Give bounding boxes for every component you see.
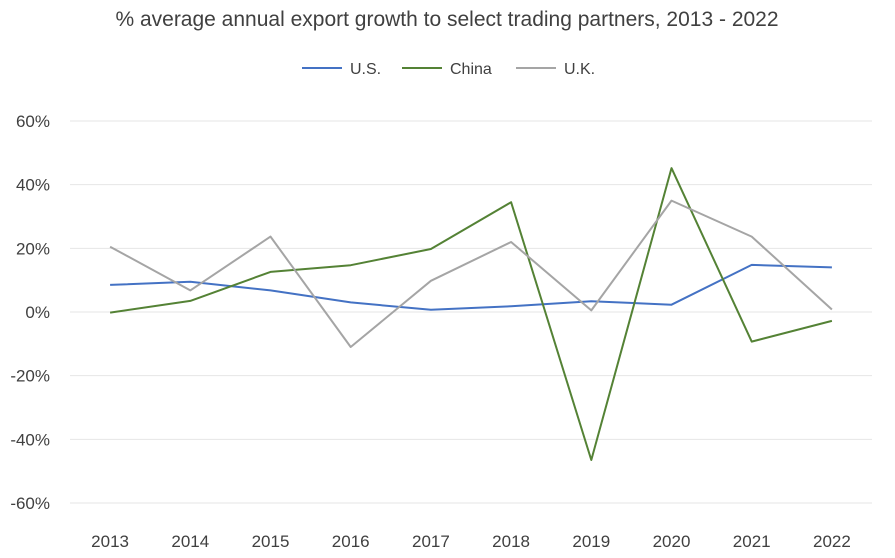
series-line-china (109, 167, 833, 461)
y-tick-label: 40% (16, 176, 50, 195)
x-tick-label: 2020 (653, 532, 691, 551)
x-tick-label: 2017 (412, 532, 450, 551)
y-tick-label: 0% (25, 303, 50, 322)
legend-item: U.S. (302, 61, 381, 78)
x-tick-label: 2014 (171, 532, 209, 551)
x-tick-label: 2021 (733, 532, 771, 551)
legend-item: U.K. (516, 61, 595, 78)
x-axis: 2013 2014 2015 2016 2017 2018 2019 2020 2021 2022 (91, 532, 851, 551)
y-tick-label: -40% (10, 430, 50, 449)
x-tick-label: 2019 (572, 532, 610, 551)
x-tick-label: 2013 (91, 532, 129, 551)
x-tick-label: 2016 (332, 532, 370, 551)
gridlines (70, 120, 872, 504)
y-tick-label: -60% (10, 494, 50, 513)
x-tick-label: 2018 (492, 532, 530, 551)
series-lines (109, 167, 833, 461)
series-line-uk (109, 199, 833, 348)
legend-label: U.K. (564, 61, 595, 78)
y-tick-label: 60% (16, 112, 50, 131)
x-tick-label: 2022 (813, 532, 851, 551)
x-tick-label: 2015 (252, 532, 290, 551)
y-tick-label: -20% (10, 367, 50, 386)
legend-label: China (450, 61, 492, 78)
legend-item: China (402, 61, 492, 78)
legend-label: U.S. (350, 61, 381, 78)
legend: U.S. China U.K. (302, 61, 595, 78)
chart-title: % average annual export growth to select… (115, 8, 778, 31)
y-axis: 60% 40% 20% 0% -20% -40% -60% (10, 112, 50, 513)
y-tick-label: 20% (16, 239, 50, 258)
